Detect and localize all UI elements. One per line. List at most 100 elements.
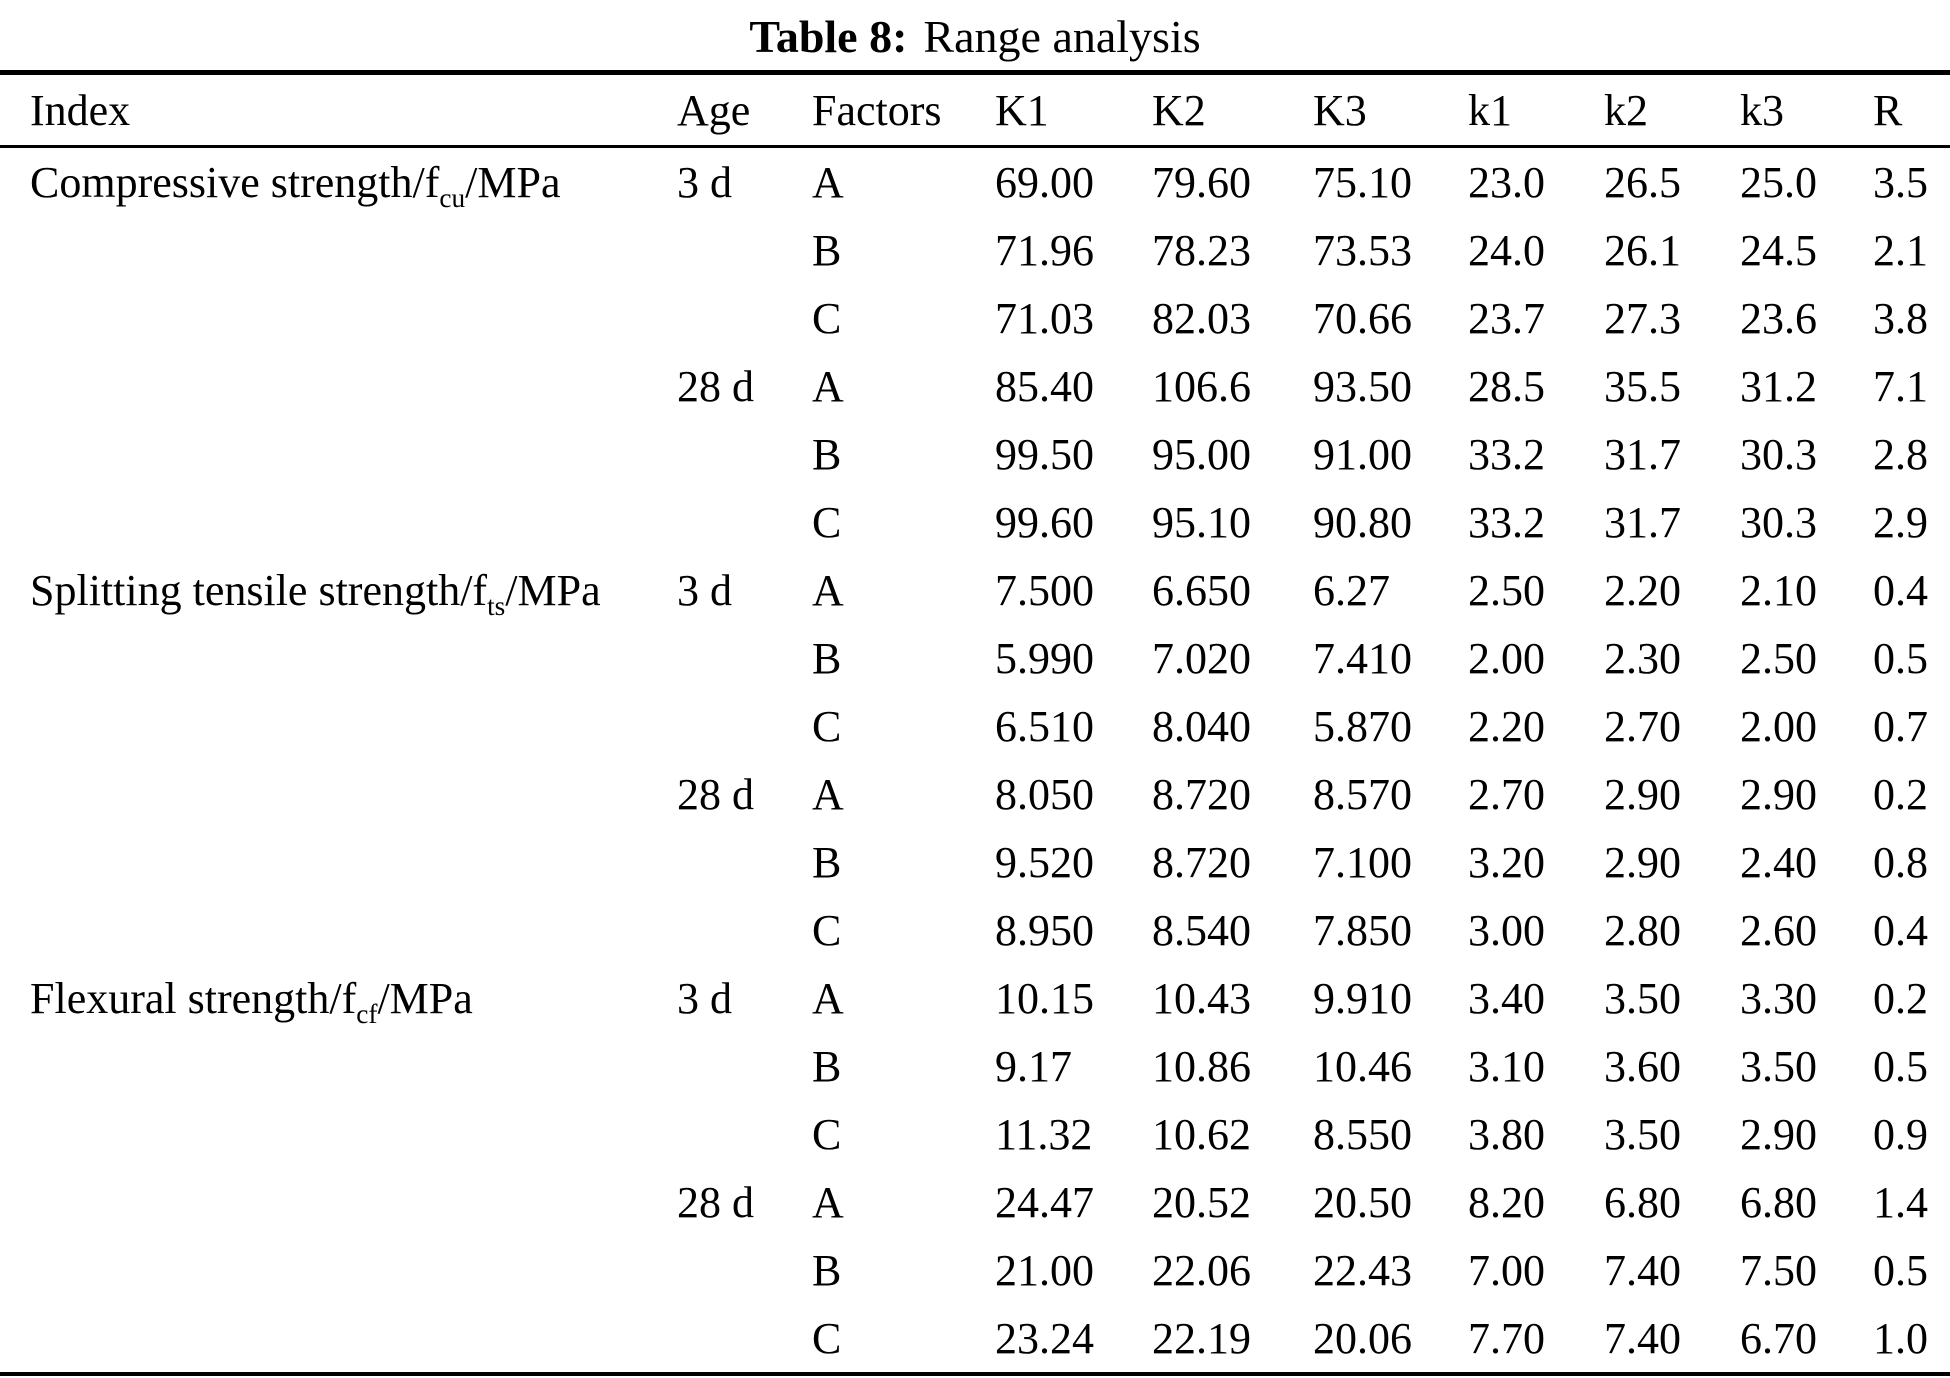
value-cell-K1: 71.03 bbox=[995, 293, 1094, 343]
value-cell-R: 7.1 bbox=[1873, 361, 1928, 411]
age-cell bbox=[677, 692, 812, 760]
value-cell-K2: 78.23 bbox=[1152, 225, 1251, 275]
column-header-1-Age: Age bbox=[677, 85, 751, 135]
value-cell-K3: 75.10 bbox=[1313, 157, 1412, 207]
index-label-unit: /MPa bbox=[377, 973, 473, 1023]
value-cell-k3: 2.40 bbox=[1740, 837, 1817, 887]
value-cell-K2: 95.00 bbox=[1152, 429, 1251, 479]
value-cell-k1: 2.20 bbox=[1468, 701, 1545, 751]
table-row: Splitting tensile strength/fts/MPa 3 d A 7.… bbox=[0, 556, 1950, 624]
table-row: C 11.32 10.62 8.550 3.80 3.50 2.90 0.9 bbox=[0, 1100, 1950, 1168]
index-cell bbox=[0, 896, 677, 964]
column-header-8-k3: k3 bbox=[1740, 85, 1784, 135]
value-cell-K3: 10.46 bbox=[1313, 1041, 1412, 1091]
factor-cell: C bbox=[812, 1313, 842, 1363]
value-cell-K1: 11.32 bbox=[995, 1109, 1093, 1159]
value-cell-R: 1.4 bbox=[1873, 1177, 1928, 1227]
index-label-subscript: ts bbox=[487, 590, 506, 621]
age-cell: 3 d bbox=[677, 157, 732, 207]
value-cell-k1: 3.80 bbox=[1468, 1109, 1545, 1159]
age-cell bbox=[677, 216, 812, 284]
value-cell-K2: 6.650 bbox=[1152, 565, 1251, 615]
factor-cell: B bbox=[812, 1245, 842, 1295]
table-row: C 71.03 82.03 70.66 23.7 27.3 23.6 3.8 bbox=[0, 284, 1950, 352]
column-header-2-Factors: Factors bbox=[812, 85, 942, 135]
value-cell-R: 0.5 bbox=[1873, 633, 1928, 683]
table-row: B 99.50 95.00 91.00 33.2 31.7 30.3 2.8 bbox=[0, 420, 1950, 488]
column-header-9-R: R bbox=[1873, 85, 1903, 135]
value-cell-k2: 6.80 bbox=[1604, 1177, 1681, 1227]
column-header-6-k1: k1 bbox=[1468, 85, 1512, 135]
value-cell-K2: 8.720 bbox=[1152, 837, 1251, 887]
table-caption: Table 8: Range analysis bbox=[0, 0, 1950, 70]
value-cell-K3: 7.100 bbox=[1313, 837, 1412, 887]
value-cell-K2: 8.720 bbox=[1152, 769, 1251, 819]
index-cell bbox=[0, 624, 677, 692]
value-cell-K3: 91.00 bbox=[1313, 429, 1412, 479]
value-cell-k2: 3.50 bbox=[1604, 973, 1681, 1023]
value-cell-k3: 2.90 bbox=[1740, 1109, 1817, 1159]
index-cell: Compressive strength/fcu/MPa bbox=[0, 147, 677, 217]
value-cell-k3: 2.60 bbox=[1740, 905, 1817, 955]
value-cell-R: 2.1 bbox=[1873, 225, 1928, 275]
index-cell bbox=[0, 692, 677, 760]
value-cell-K1: 23.24 bbox=[995, 1313, 1094, 1363]
value-cell-R: 2.9 bbox=[1873, 497, 1928, 547]
value-cell-k2: 7.40 bbox=[1604, 1245, 1681, 1295]
value-cell-k1: 23.0 bbox=[1468, 157, 1545, 207]
value-cell-K2: 8.540 bbox=[1152, 905, 1251, 955]
value-cell-k1: 3.10 bbox=[1468, 1041, 1545, 1091]
value-cell-K2: 79.60 bbox=[1152, 157, 1251, 207]
value-cell-R: 0.4 bbox=[1873, 565, 1928, 615]
value-cell-K2: 7.020 bbox=[1152, 633, 1251, 683]
factor-cell: C bbox=[812, 1109, 842, 1159]
value-cell-k3: 2.90 bbox=[1740, 769, 1817, 819]
index-cell bbox=[0, 1304, 677, 1374]
value-cell-R: 0.7 bbox=[1873, 701, 1928, 751]
value-cell-k2: 2.90 bbox=[1604, 769, 1681, 819]
factor-cell: A bbox=[812, 361, 844, 411]
value-cell-K3: 93.50 bbox=[1313, 361, 1412, 411]
value-cell-k1: 8.20 bbox=[1468, 1177, 1545, 1227]
value-cell-k1: 7.70 bbox=[1468, 1313, 1545, 1363]
value-cell-K1: 10.15 bbox=[995, 973, 1094, 1023]
table-row: Compressive strength/fcu/MPa 3 d A 69.00 79.… bbox=[0, 147, 1950, 217]
factor-cell: A bbox=[812, 565, 844, 615]
age-cell bbox=[677, 1236, 812, 1304]
age-cell bbox=[677, 828, 812, 896]
age-cell: 28 d bbox=[677, 769, 754, 819]
value-cell-R: 0.2 bbox=[1873, 769, 1928, 819]
age-cell: 28 d bbox=[677, 361, 754, 411]
value-cell-K2: 10.62 bbox=[1152, 1109, 1251, 1159]
index-label: Flexural strength/f bbox=[30, 973, 357, 1023]
value-cell-K1: 21.00 bbox=[995, 1245, 1094, 1295]
value-cell-k3: 24.5 bbox=[1740, 225, 1817, 275]
value-cell-K1: 8.050 bbox=[995, 769, 1094, 819]
value-cell-K1: 99.50 bbox=[995, 429, 1094, 479]
value-cell-R: 2.8 bbox=[1873, 429, 1928, 479]
value-cell-K3: 20.50 bbox=[1313, 1177, 1412, 1227]
factor-cell: A bbox=[812, 1177, 844, 1227]
index-label: Splitting tensile strength/f bbox=[30, 565, 488, 615]
value-cell-k3: 3.30 bbox=[1740, 973, 1817, 1023]
value-cell-k1: 28.5 bbox=[1468, 361, 1545, 411]
value-cell-k3: 25.0 bbox=[1740, 157, 1817, 207]
value-cell-k2: 2.70 bbox=[1604, 701, 1681, 751]
table-row: 28 d A 24.47 20.52 20.50 8.20 6.80 6.80 1.4 bbox=[0, 1168, 1950, 1236]
column-header-7-k2: k2 bbox=[1604, 85, 1648, 135]
value-cell-K2: 82.03 bbox=[1152, 293, 1251, 343]
column-header-0-Index: Index bbox=[30, 85, 131, 135]
age-cell bbox=[677, 420, 812, 488]
value-cell-k3: 30.3 bbox=[1740, 429, 1817, 479]
value-cell-R: 0.5 bbox=[1873, 1245, 1928, 1295]
index-cell bbox=[0, 828, 677, 896]
factor-cell: B bbox=[812, 1041, 842, 1091]
index-cell bbox=[0, 1100, 677, 1168]
value-cell-K1: 8.950 bbox=[995, 905, 1094, 955]
value-cell-K2: 10.86 bbox=[1152, 1041, 1251, 1091]
value-cell-K3: 7.410 bbox=[1313, 633, 1412, 683]
value-cell-K3: 7.850 bbox=[1313, 905, 1412, 955]
index-cell bbox=[0, 352, 677, 420]
value-cell-K3: 8.570 bbox=[1313, 769, 1412, 819]
index-cell bbox=[0, 216, 677, 284]
